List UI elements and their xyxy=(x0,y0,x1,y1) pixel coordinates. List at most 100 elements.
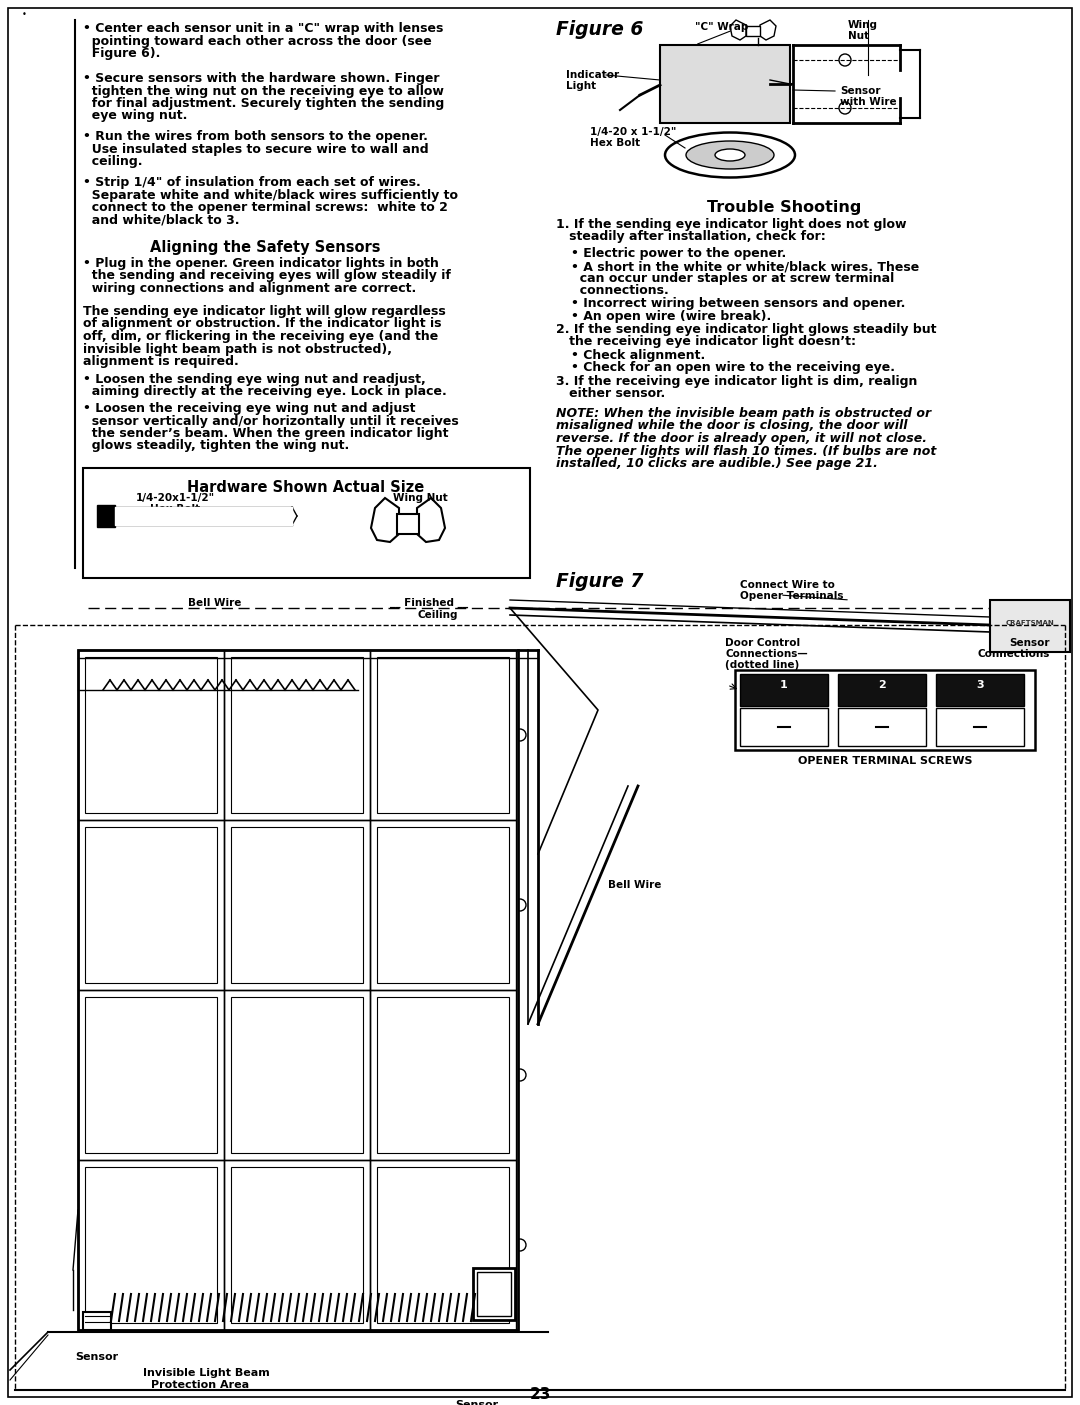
Text: • Incorrect wiring between sensors and opener.: • Incorrect wiring between sensors and o… xyxy=(571,296,905,311)
Circle shape xyxy=(484,1284,504,1304)
Bar xyxy=(370,1161,516,1331)
Text: Aligning the Safety Sensors: Aligning the Safety Sensors xyxy=(150,240,380,254)
Bar xyxy=(936,708,1024,746)
Text: steadily after installation, check for:: steadily after installation, check for: xyxy=(556,230,826,243)
Text: The sending eye indicator light will glow regardless: The sending eye indicator light will glo… xyxy=(83,305,446,318)
Bar xyxy=(740,708,828,746)
Text: Sensor: Sensor xyxy=(1010,638,1050,648)
Text: invisible light beam path is not obstructed),: invisible light beam path is not obstruc… xyxy=(83,343,392,355)
Circle shape xyxy=(514,729,526,740)
Text: the receiving eye indicator light doesn’t:: the receiving eye indicator light doesn’… xyxy=(556,334,856,348)
Circle shape xyxy=(293,1156,301,1163)
Circle shape xyxy=(475,901,483,909)
Ellipse shape xyxy=(715,149,745,162)
Text: 3: 3 xyxy=(976,680,984,690)
Circle shape xyxy=(147,986,156,993)
Text: • Check alignment.: • Check alignment. xyxy=(571,348,705,362)
Bar xyxy=(735,670,1035,750)
Text: misaligned while the door is closing, the door will: misaligned while the door is closing, th… xyxy=(556,420,907,433)
Text: Hardware Shown Actual Size: Hardware Shown Actual Size xyxy=(187,481,424,495)
Bar xyxy=(660,45,789,124)
Text: Ceiling: Ceiling xyxy=(418,610,459,620)
Text: with Wire: with Wire xyxy=(840,97,896,107)
Text: Door Control: Door Control xyxy=(725,638,800,648)
Text: pointing toward each other across the door (see: pointing toward each other across the do… xyxy=(83,35,432,48)
Polygon shape xyxy=(730,20,746,39)
Bar xyxy=(231,828,363,984)
Circle shape xyxy=(475,1241,483,1249)
Circle shape xyxy=(691,79,705,91)
Text: connect to the opener terminal screws:  white to 2: connect to the opener terminal screws: w… xyxy=(83,201,448,214)
Text: Invisible Light Beam: Invisible Light Beam xyxy=(143,1368,270,1378)
Bar xyxy=(85,1168,217,1324)
Text: 3. If the receiving eye indicator light is dim, realign: 3. If the receiving eye indicator light … xyxy=(556,375,917,388)
Bar xyxy=(990,600,1070,652)
Text: Connect Wire to: Connect Wire to xyxy=(740,580,835,590)
Text: aiming directly at the receiving eye. Lock in place.: aiming directly at the receiving eye. Lo… xyxy=(83,385,447,399)
Text: • Run the wires from both sensors to the opener.: • Run the wires from both sensors to the… xyxy=(83,131,428,143)
Text: alignment is required.: alignment is required. xyxy=(83,355,239,368)
Bar xyxy=(838,708,926,746)
Text: • An open wire (wire break).: • An open wire (wire break). xyxy=(571,311,771,323)
Polygon shape xyxy=(372,497,399,542)
Bar xyxy=(370,991,516,1161)
Circle shape xyxy=(869,714,895,740)
Circle shape xyxy=(839,103,851,114)
Bar xyxy=(78,1161,224,1331)
Text: •: • xyxy=(22,10,27,20)
Bar xyxy=(78,991,224,1161)
Bar xyxy=(377,658,509,813)
Bar xyxy=(377,998,509,1154)
Text: NOTE: When the invisible beam path is obstructed or: NOTE: When the invisible beam path is ob… xyxy=(556,407,931,420)
Bar xyxy=(85,998,217,1154)
Text: eye wing nut.: eye wing nut. xyxy=(83,110,187,122)
Text: Bell Wire: Bell Wire xyxy=(608,880,661,889)
Text: Figure 7: Figure 7 xyxy=(556,572,644,592)
Text: 1: 1 xyxy=(780,680,788,690)
Circle shape xyxy=(293,816,301,823)
Bar xyxy=(370,651,516,821)
Bar xyxy=(83,1312,111,1331)
Text: (dotted line): (dotted line) xyxy=(725,660,799,670)
Text: tighten the wing nut on the receiving eye to allow: tighten the wing nut on the receiving ey… xyxy=(83,84,444,97)
Text: Connections—: Connections— xyxy=(725,649,808,659)
Text: Opener Terminals: Opener Terminals xyxy=(740,592,843,601)
Bar xyxy=(78,651,224,821)
Bar xyxy=(477,1272,511,1316)
Text: for final adjustment. Securely tighten the sending: for final adjustment. Securely tighten t… xyxy=(83,97,444,110)
Text: ceiling.: ceiling. xyxy=(83,155,143,169)
Bar xyxy=(231,658,363,813)
Circle shape xyxy=(147,816,156,823)
Text: • A short in the white or white/black wires. These: • A short in the white or white/black wi… xyxy=(571,260,919,273)
Text: • Loosen the receiving eye wing nut and adjust: • Loosen the receiving eye wing nut and … xyxy=(83,402,416,414)
Bar xyxy=(746,27,760,37)
Bar xyxy=(224,1161,370,1331)
Text: of alignment or obstruction. If the indicator light is: of alignment or obstruction. If the indi… xyxy=(83,318,442,330)
Bar xyxy=(397,514,419,534)
Bar xyxy=(740,674,828,705)
Text: installed, 10 clicks are audible.) See page 21.: installed, 10 clicks are audible.) See p… xyxy=(556,457,878,471)
Text: Figure 6).: Figure 6). xyxy=(83,46,160,60)
Circle shape xyxy=(438,816,447,823)
Text: Sensor: Sensor xyxy=(75,1352,118,1361)
Circle shape xyxy=(514,1239,526,1250)
Bar xyxy=(231,998,363,1154)
Text: 1/4-20 x 1-1/2": 1/4-20 x 1-1/2" xyxy=(590,126,676,138)
Text: The opener lights will flash 10 times. (If bulbs are not: The opener lights will flash 10 times. (… xyxy=(556,444,936,458)
Circle shape xyxy=(967,714,993,740)
Bar xyxy=(231,1168,363,1324)
Circle shape xyxy=(110,731,118,739)
Text: 2. If the sending eye indicator light glows steadily but: 2. If the sending eye indicator light gl… xyxy=(556,323,936,336)
Text: Wing: Wing xyxy=(848,20,878,30)
Circle shape xyxy=(1000,629,1020,651)
Text: Trouble Shooting: Trouble Shooting xyxy=(706,200,861,215)
Text: Use insulated staples to secure wire to wall and: Use insulated staples to secure wire to … xyxy=(83,142,429,156)
Text: • Loosen the sending eye wing nut and readjust,: • Loosen the sending eye wing nut and re… xyxy=(83,372,426,386)
Bar xyxy=(936,674,1024,705)
Bar xyxy=(224,991,370,1161)
Bar xyxy=(85,658,217,813)
Text: Wing Nut: Wing Nut xyxy=(393,493,447,503)
Bar xyxy=(473,1267,515,1321)
Circle shape xyxy=(475,731,483,739)
Circle shape xyxy=(110,1241,118,1249)
